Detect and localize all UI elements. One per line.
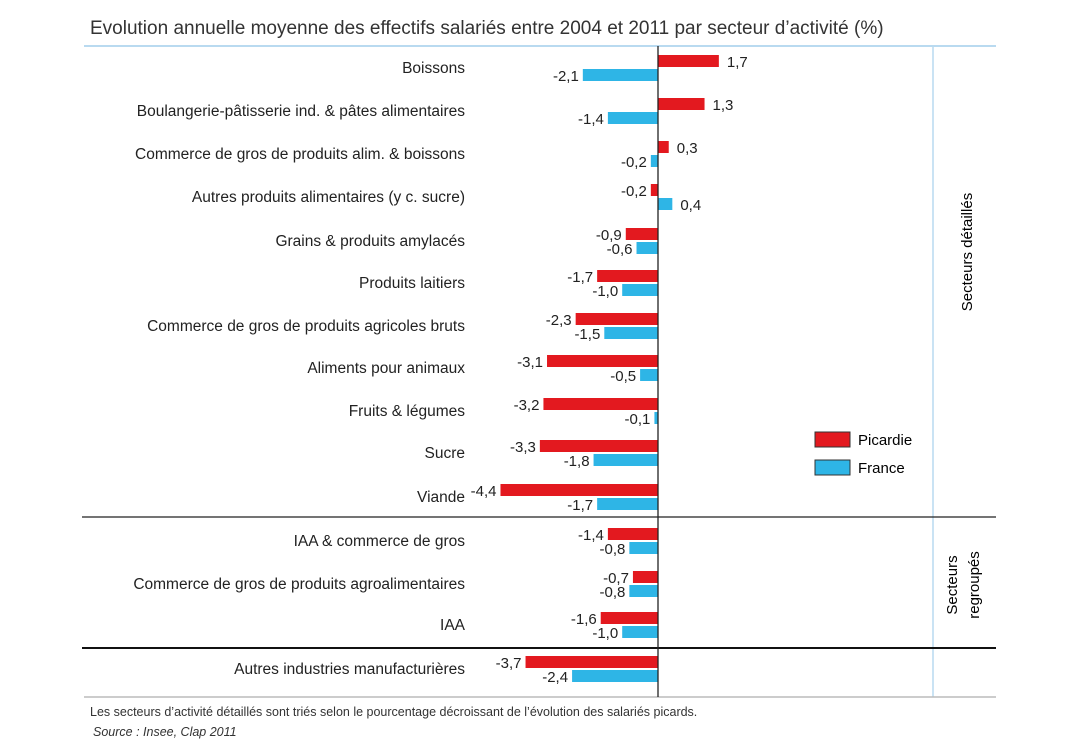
category-label: Commerce de gros de produits alim. & boi…: [135, 146, 465, 163]
data-label-france: -1,8: [564, 453, 590, 470]
data-label-france: -1,5: [574, 326, 600, 343]
category-label: Commerce de gros de produits agricoles b…: [147, 318, 465, 335]
bar-france: [597, 498, 658, 510]
bar-picardie: [547, 355, 658, 367]
data-label-picardie: -0,2: [621, 183, 647, 200]
data-label-france: -0,8: [600, 541, 626, 558]
category-label: IAA: [440, 617, 466, 634]
bar-france: [629, 585, 658, 597]
bar-france: [622, 284, 658, 296]
data-label-picardie: -3,2: [514, 397, 540, 414]
category-label: Boulangerie-pâtisserie ind. & pâtes alim…: [137, 103, 466, 120]
data-label-france: -0,5: [610, 368, 636, 385]
data-label-picardie: -2,3: [546, 312, 572, 329]
data-label-france: -0,6: [607, 241, 633, 258]
legend-swatch-france: [814, 459, 851, 476]
category-label: Aliments pour animaux: [307, 360, 465, 377]
source-note: Source : Insee, Clap 2011: [93, 725, 237, 739]
data-label-france: -1,0: [592, 283, 618, 300]
category-label: Commerce de gros de produits agroaliment…: [133, 576, 465, 593]
data-label-picardie: 1,7: [727, 54, 748, 71]
data-label-picardie: -1,7: [567, 269, 593, 286]
bar-france: [607, 112, 658, 124]
category-label: Boissons: [402, 60, 465, 77]
bar-picardie: [632, 571, 658, 583]
bar-picardie: [525, 656, 658, 668]
bars-layer: Boissons 1,7 -2,1 Boulangerie-pâtisserie in…: [133, 54, 747, 686]
legend: Picardie France: [814, 431, 912, 477]
category-label: Autres produits alimentaires (y c. sucre…: [192, 189, 465, 206]
bar-france: [572, 670, 658, 682]
legend-label-france: France: [858, 460, 905, 477]
category-label: Produits laitiers: [359, 275, 465, 292]
data-label-picardie: 1,3: [713, 97, 734, 114]
data-label-picardie: -3,7: [496, 655, 522, 672]
bar-france: [593, 454, 658, 466]
data-label-france: 0,4: [680, 197, 701, 214]
bar-picardie: [658, 98, 705, 110]
bar-france: [650, 155, 658, 167]
data-label-picardie: -0,7: [603, 570, 629, 587]
data-label-france: -0,2: [621, 154, 647, 171]
category-label: Sucre: [425, 445, 466, 462]
bar-france: [640, 369, 658, 381]
bar-picardie: [600, 612, 658, 624]
group-label-regroupes: Secteurs regroupés: [944, 551, 983, 619]
legend-swatch-picardie: [814, 431, 851, 448]
bar-france: [654, 412, 658, 424]
data-label-picardie: -1,4: [578, 527, 604, 544]
group-label-regroupes-line2: regroupés: [966, 551, 983, 619]
data-label-france: -2,1: [553, 68, 579, 85]
footnote: Les secteurs d’activité détaillés sont t…: [90, 705, 697, 719]
data-label-picardie: -0,9: [596, 227, 622, 244]
data-label-france: -1,7: [567, 497, 593, 514]
category-label: Autres industries manufacturières: [234, 661, 465, 678]
bar-picardie: [650, 184, 658, 196]
data-label-picardie: -3,3: [510, 439, 536, 456]
category-label: IAA & commerce de gros: [294, 533, 466, 550]
bar-france: [622, 626, 658, 638]
bar-france: [636, 242, 658, 254]
data-label-france: -2,4: [542, 669, 568, 686]
group-label-detailles: Secteurs détaillés: [959, 193, 976, 311]
chart-title: Evolution annuelle moyenne des effectifs…: [90, 18, 884, 39]
bar-picardie: [597, 270, 658, 282]
bar-picardie: [575, 313, 658, 325]
data-label-picardie: -1,6: [571, 611, 597, 628]
category-label: Grains & produits amylacés: [275, 233, 465, 250]
data-label-france: -1,0: [592, 625, 618, 642]
data-label-picardie: -4,4: [471, 483, 497, 500]
legend-label-picardie: Picardie: [858, 432, 912, 449]
category-label: Fruits & légumes: [349, 403, 466, 420]
bar-france: [582, 69, 658, 81]
bar-picardie: [607, 528, 658, 540]
bar-picardie: [539, 440, 658, 452]
bar-picardie: [625, 228, 658, 240]
bar-france: [629, 542, 658, 554]
data-label-picardie: -3,1: [517, 354, 543, 371]
bar-france: [658, 198, 673, 210]
group-label-regroupes-line1: Secteurs: [944, 555, 961, 614]
bar-france: [604, 327, 658, 339]
data-label-france: -1,4: [578, 111, 604, 128]
bar-picardie: [658, 141, 669, 153]
bar-picardie: [543, 398, 658, 410]
bar-picardie: [500, 484, 658, 496]
bar-picardie: [658, 55, 719, 67]
category-label: Viande: [417, 489, 465, 506]
data-label-france: -0,1: [625, 411, 651, 428]
data-label-france: -0,8: [600, 584, 626, 601]
data-label-picardie: 0,3: [677, 140, 698, 157]
